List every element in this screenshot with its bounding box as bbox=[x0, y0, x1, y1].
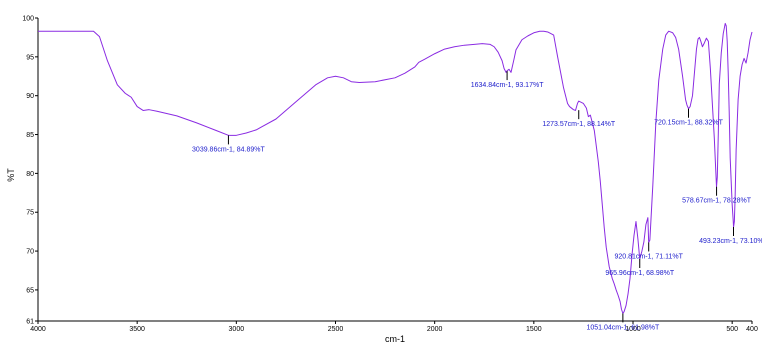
peak-label: 578.67cm-1, 78.28%T bbox=[682, 198, 752, 205]
y-tick-label: 80 bbox=[26, 171, 34, 178]
x-tick-label: 2000 bbox=[427, 326, 443, 333]
y-tick-label: 95 bbox=[26, 54, 34, 61]
peak-annotations: 3039.86cm-1, 84.89%T 1634.84cm-1, 93.17%T… bbox=[192, 71, 762, 331]
y-tick-label: 61 bbox=[26, 319, 34, 326]
x-ticks: 4000 3500 3000 2500 2000 1500 1000 500 400 bbox=[30, 321, 758, 333]
peak-label: 493.23cm-1, 73.10%T bbox=[699, 238, 762, 245]
peak-label: 920.81cm-1, 71.11%T bbox=[615, 253, 684, 260]
x-tick-label: 3500 bbox=[129, 326, 145, 333]
y-axis-title: %T bbox=[6, 168, 16, 182]
y-tick-label: 100 bbox=[22, 16, 34, 23]
y-tick-label: 70 bbox=[26, 249, 34, 256]
peak-label: 720.15cm-1, 88.32%T bbox=[654, 120, 724, 127]
x-tick-label: 400 bbox=[746, 326, 758, 333]
peak-label: 965.96cm-1, 68.98%T bbox=[605, 270, 675, 277]
peak-label: 3039.86cm-1, 84.89%T bbox=[192, 146, 265, 153]
x-tick-label: 500 bbox=[726, 326, 738, 333]
x-tick-label: 1500 bbox=[526, 326, 542, 333]
y-tick-label: 90 bbox=[26, 93, 34, 100]
x-tick-label: 1000 bbox=[625, 326, 641, 333]
x-tick-label: 2500 bbox=[328, 326, 344, 333]
x-tick-label: 4000 bbox=[30, 326, 46, 333]
y-ticks: 61 65 70 75 80 85 90 95 100 bbox=[22, 16, 38, 326]
peak-label: 1273.57cm-1, 88.14%T bbox=[542, 121, 615, 128]
peak-label: 1634.84cm-1, 93.17%T bbox=[471, 82, 544, 89]
peak-label: 1051.04cm-1, 61.98%T bbox=[586, 324, 659, 331]
x-tick-label: 3000 bbox=[229, 326, 245, 333]
spectrum-line bbox=[38, 22, 753, 314]
y-tick-label: 85 bbox=[26, 132, 34, 139]
y-tick-label: 75 bbox=[26, 210, 34, 217]
y-tick-label: 65 bbox=[26, 287, 34, 294]
plot-area: 4000 3500 3000 2500 2000 1500 1000 500 400 61 65 7… bbox=[22, 16, 762, 334]
x-axis-title: cm-1 bbox=[385, 334, 405, 343]
